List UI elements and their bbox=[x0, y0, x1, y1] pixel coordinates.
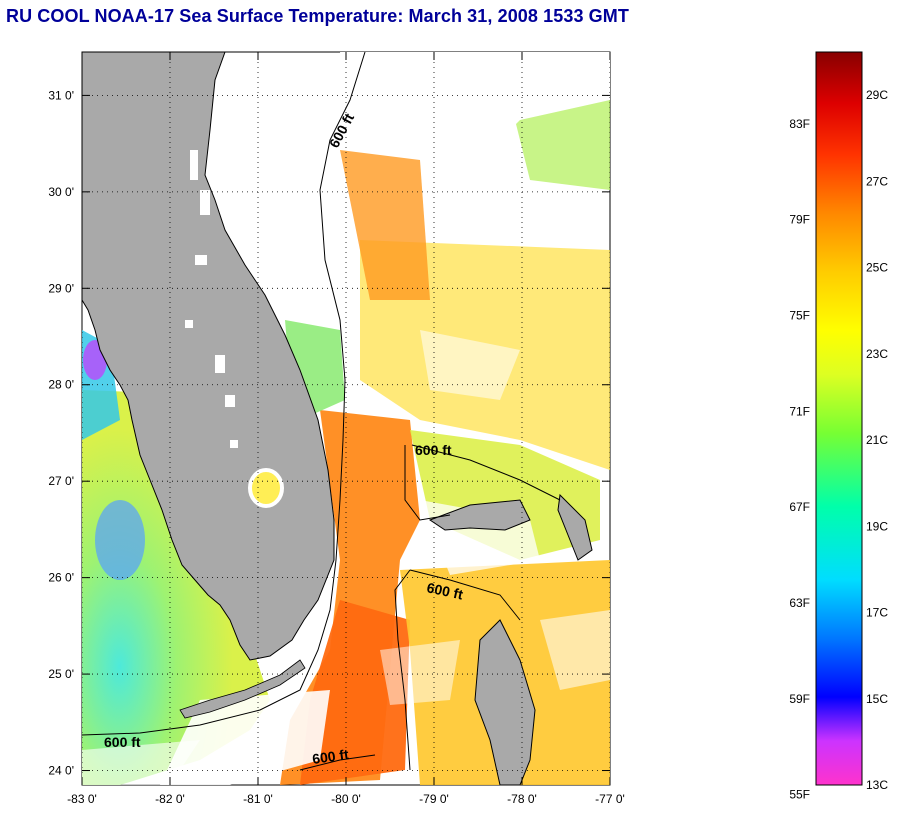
contour-label-bahamas: 600 ft bbox=[415, 442, 452, 458]
lake-okeechobee bbox=[248, 468, 284, 508]
colorbar-fahrenheit-label: 63F bbox=[789, 596, 810, 610]
longitude-label: -79 0' bbox=[419, 792, 449, 806]
latitude-label: 27 0' bbox=[48, 474, 74, 488]
contour-label-bottom: 600 ft bbox=[311, 746, 350, 767]
colorbar-celsius-labels: 29C 27C 25C 23C 21C 19C 17C 15C 13C bbox=[866, 88, 888, 792]
colorbar-celsius-label: 23C bbox=[866, 347, 888, 361]
latitude-label: 30 0' bbox=[48, 185, 74, 199]
contour-label-keys: 600 ft bbox=[104, 734, 141, 750]
colorbar-celsius-label: 25C bbox=[866, 261, 888, 275]
latitude-label: 26 0' bbox=[48, 571, 74, 585]
colorbar-fahrenheit-label: 75F bbox=[789, 308, 810, 322]
map-title: RU COOL NOAA-17 Sea Surface Temperature:… bbox=[6, 6, 629, 26]
andros-island bbox=[474, 619, 536, 785]
colorbar-fahrenheit-labels: 83F 79F 75F 71F 67F 63F 59F 55F bbox=[789, 117, 810, 802]
grand-bahama-island bbox=[428, 499, 531, 531]
colorbar-fahrenheit-label: 71F bbox=[789, 404, 810, 418]
colorbar-fahrenheit-label: 67F bbox=[789, 500, 810, 514]
longitude-label: -81 0' bbox=[243, 792, 273, 806]
colorbar-gradient bbox=[815, 51, 863, 786]
colorbar-fahrenheit-label: 83F bbox=[789, 117, 810, 131]
colorbar-celsius-label: 29C bbox=[866, 88, 888, 102]
latitude-label: 29 0' bbox=[48, 281, 74, 295]
colorbar: 83F 79F 75F 71F 67F 63F 59F 55F 29C 27C 25C 23C 21C… bbox=[789, 51, 888, 802]
longitude-label: -80 0' bbox=[331, 792, 361, 806]
colorbar-celsius-label: 19C bbox=[866, 519, 888, 533]
isobath-contours bbox=[82, 52, 561, 771]
colorbar-celsius-label: 27C bbox=[866, 174, 888, 188]
longitude-label: -83 0' bbox=[67, 792, 97, 806]
gulf-sst-region bbox=[82, 390, 270, 785]
latitude-labels: 31 0' 30 0' 29 0' 28 0' 27 0' 26 0' 25 0' 24 0' bbox=[48, 88, 74, 777]
colorbar-celsius-label: 13C bbox=[866, 778, 888, 792]
longitude-label: -77 0' bbox=[595, 792, 625, 806]
colorbar-celsius-label: 15C bbox=[866, 692, 888, 706]
latitude-label: 25 0' bbox=[48, 667, 74, 681]
contour-label-south: 600 ft bbox=[425, 579, 464, 602]
colorbar-celsius-label: 21C bbox=[866, 433, 888, 447]
map-plot-area: 600 ft 600 ft 600 ft 600 ft 600 ft -83 0… bbox=[48, 51, 625, 806]
abaco-islands bbox=[557, 493, 593, 561]
map-gridlines bbox=[81, 52, 611, 785]
latitude-label: 31 0' bbox=[48, 88, 74, 102]
latitude-label: 28 0' bbox=[48, 378, 74, 392]
longitude-label: -82 0' bbox=[155, 792, 185, 806]
longitude-labels: -83 0' -82 0' -81 0' -80 0' -79 0' -78 0' -77 … bbox=[67, 792, 625, 806]
gulf-cool-patch bbox=[95, 500, 145, 580]
colorbar-fahrenheit-label: 55F bbox=[789, 788, 810, 802]
latitude-label: 24 0' bbox=[48, 764, 74, 778]
florida-keys bbox=[179, 659, 306, 719]
offshore-warm-patch bbox=[340, 150, 430, 300]
colorbar-celsius-label: 17C bbox=[866, 606, 888, 620]
longitude-label: -78 0' bbox=[507, 792, 537, 806]
inland-water-patches bbox=[185, 150, 238, 448]
gulf-stream-core-sst bbox=[300, 600, 410, 785]
florida-landmass bbox=[82, 52, 335, 661]
colorbar-fahrenheit-label: 59F bbox=[789, 692, 810, 706]
colorbar-fahrenheit-label: 79F bbox=[789, 213, 810, 227]
